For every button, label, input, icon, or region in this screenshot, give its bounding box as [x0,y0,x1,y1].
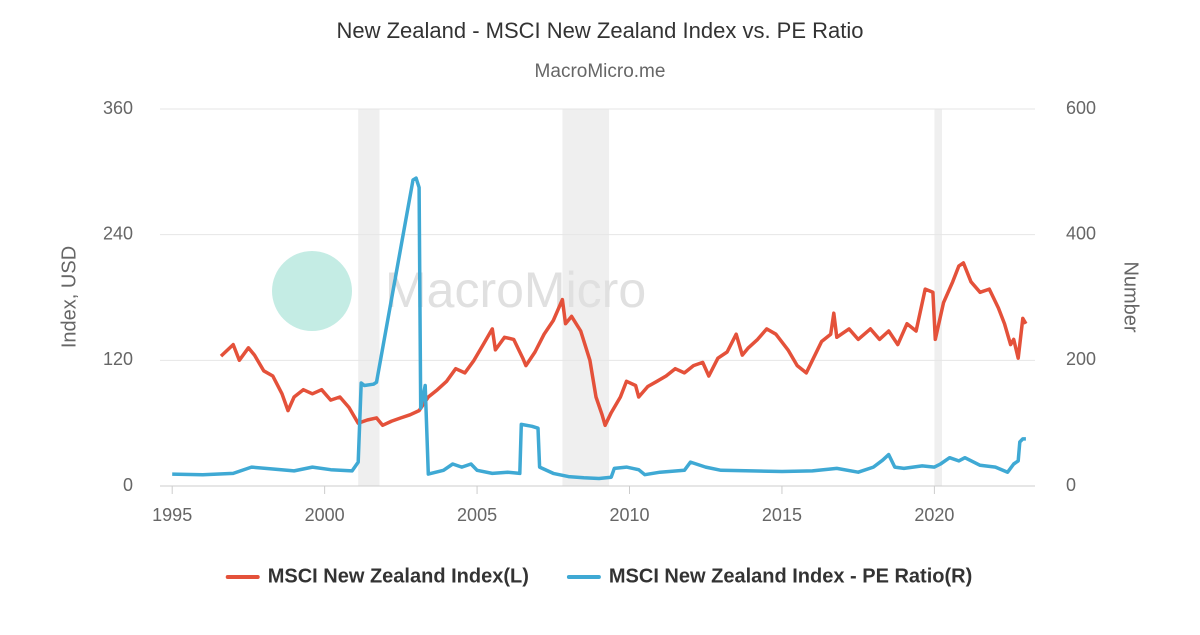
chart-title: New Zealand - MSCI New Zealand Index vs.… [336,18,863,43]
y-axis-title: Index, USD [58,246,80,348]
recession-band [934,109,943,486]
y2-tick-label: 200 [1066,349,1096,369]
y2-tick-label: 600 [1066,98,1096,118]
y-tick-label: 0 [123,475,133,495]
legend-label: MSCI New Zealand Index(L) [268,565,529,587]
legend-label: MSCI New Zealand Index - PE Ratio(R) [609,565,972,587]
y-tick-label: 360 [103,98,133,118]
watermark: MacroMicro [385,262,646,318]
series-line [172,176,1026,481]
x-tick-label: 2000 [305,505,345,525]
x-tick-label: 2010 [609,505,649,525]
y2-tick-label: 400 [1066,223,1096,243]
x-tick-label: 2005 [457,505,497,525]
y-tick-label: 240 [103,223,133,243]
series-line [219,261,1028,428]
recession-band [562,109,610,486]
x-tick-label: 2020 [914,505,954,525]
y-tick-label: 120 [103,349,133,369]
y2-tick-label: 0 [1066,475,1076,495]
y2-axis-title: Number [1120,261,1142,332]
x-tick-label: 2015 [762,505,802,525]
recession-band [358,109,380,486]
watermark-logo [272,251,352,331]
chart-subtitle: MacroMicro.me [535,61,666,82]
x-tick-label: 1995 [152,505,192,525]
